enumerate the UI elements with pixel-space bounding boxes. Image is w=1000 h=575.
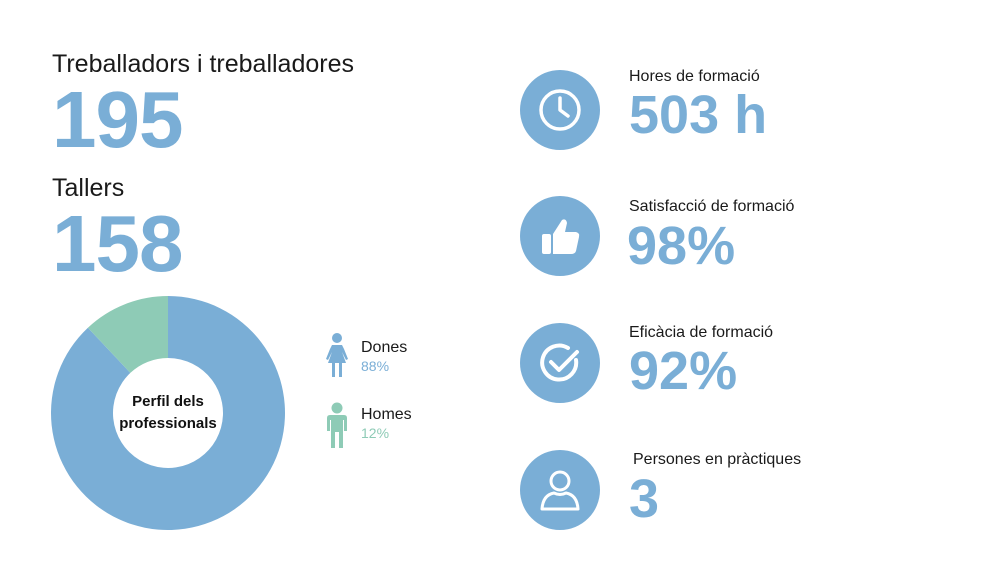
stat-value-efficacy: 92% bbox=[629, 341, 738, 401]
stat-value-hours: 503 h bbox=[629, 85, 768, 145]
man-icon bbox=[327, 402, 347, 448]
legend-item-dones bbox=[324, 333, 350, 384]
stat-value-interns: 3 bbox=[629, 469, 660, 529]
chart-title: Perfil dels professionals bbox=[119, 393, 217, 432]
workers-value: 195 bbox=[52, 75, 183, 164]
stat-label-efficacy: Eficàcia de formació bbox=[629, 324, 774, 341]
check-circle-icon bbox=[520, 323, 600, 403]
legend-pct-homes: 12% bbox=[361, 425, 390, 441]
donut-slice-homes bbox=[87, 296, 168, 373]
legend-name-homes: Homes bbox=[361, 406, 412, 423]
donut-slice-dones bbox=[50, 296, 285, 530]
stat-value-satisfaction: 98% bbox=[627, 216, 736, 276]
workshops-label: Tallers bbox=[52, 174, 125, 202]
thumbs-up-icon bbox=[520, 196, 600, 276]
stat-label-hours: Hores de formació bbox=[629, 68, 760, 85]
stat-label-satisfaction: Satisfacció de formació bbox=[629, 198, 795, 215]
stat-label-interns: Persones en pràctiques bbox=[633, 451, 802, 468]
user-icon bbox=[520, 450, 600, 530]
workshops-value: 158 bbox=[52, 199, 183, 288]
clock-icon bbox=[520, 70, 600, 150]
legend-name-dones: Dones bbox=[361, 339, 408, 356]
woman-icon bbox=[326, 333, 348, 377]
donut-chart bbox=[50, 296, 285, 530]
workers-label: Treballadors i treballadores bbox=[52, 50, 355, 78]
legend-pct-dones: 88% bbox=[361, 358, 390, 374]
legend-item-homes bbox=[324, 402, 350, 455]
